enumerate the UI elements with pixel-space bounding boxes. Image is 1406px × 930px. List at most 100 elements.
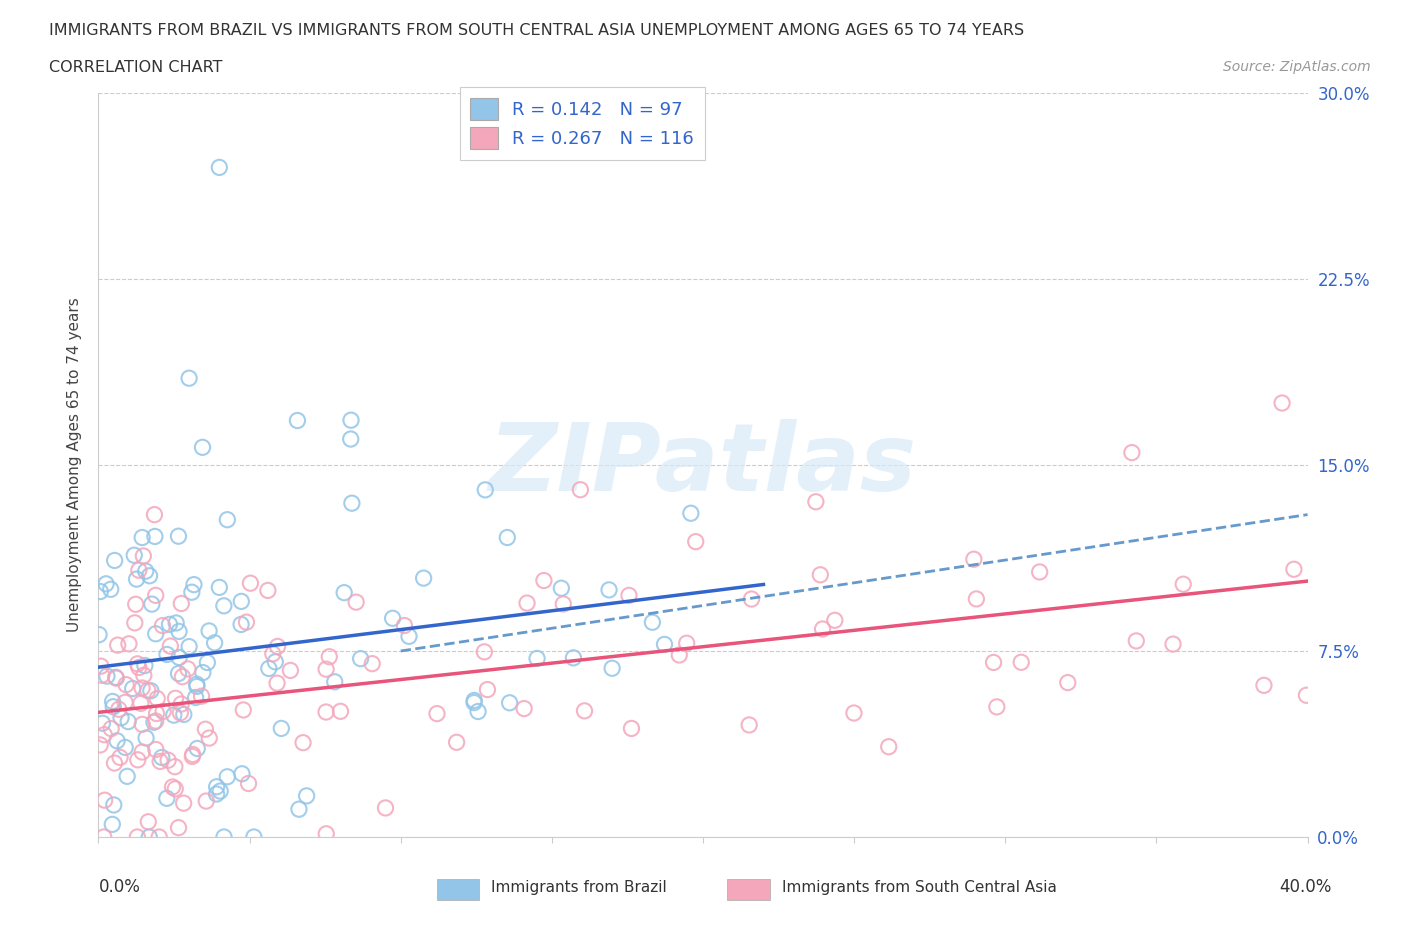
Point [617,588,640,603]
Point [965,591,987,606]
Point [89,737,111,752]
Point [143,529,166,544]
Point [811,621,834,636]
Point [340,496,363,511]
Point [131,530,153,545]
Point [679,506,702,521]
Point [808,567,831,582]
Point [209,784,232,799]
Text: Immigrants from Brazil: Immigrants from Brazil [492,880,668,895]
Point [340,413,363,428]
Point [145,588,167,603]
Point [152,704,174,719]
Text: 0.0%: 0.0% [98,878,141,896]
Point [186,677,208,692]
Point [550,580,572,595]
Point [516,595,538,610]
Point [986,699,1008,714]
Point [374,801,396,816]
Point [165,616,187,631]
Point [842,706,865,721]
Point [1056,675,1078,690]
Point [195,793,218,808]
Point [136,684,159,698]
Point [208,580,231,595]
Point [496,530,519,545]
Point [127,830,149,844]
Point [108,702,131,717]
Point [114,695,136,710]
Point [167,624,190,639]
Point [315,662,337,677]
Point [231,766,253,781]
Point [329,704,352,719]
Point [170,697,193,711]
Point [146,691,169,706]
Point [398,629,420,644]
Point [217,769,239,784]
Point [526,651,548,666]
Point [266,676,288,691]
Point [569,483,592,498]
Point [104,670,127,684]
Point [173,796,195,811]
Point [498,696,520,711]
Point [191,665,214,680]
Point [641,615,664,630]
Point [620,721,643,736]
Point [190,689,212,704]
Point [93,727,115,742]
Point [339,432,361,446]
Point [100,721,122,736]
Point [257,661,280,676]
Point [103,699,125,714]
Point [205,779,228,794]
Point [654,637,676,652]
Point [205,787,228,802]
Point [685,534,707,549]
Point [129,696,152,711]
Point [138,830,160,844]
Point [270,721,292,736]
Point [474,483,496,498]
Point [118,636,141,651]
Point [136,815,159,830]
Point [198,731,221,746]
Point [114,740,136,755]
Point [1161,637,1184,652]
Text: ZIPatlas: ZIPatlas [489,419,917,511]
Point [100,582,122,597]
Point [738,718,761,733]
Point [463,695,485,710]
Point [675,636,697,651]
Point [101,694,124,709]
Point [125,597,148,612]
Point [467,704,489,719]
Point [183,578,205,592]
Point [463,693,485,708]
Point [93,792,115,807]
Point [315,827,337,842]
Point [91,716,114,731]
Point [179,371,201,386]
Point [121,681,143,696]
Point [208,160,231,175]
Point [103,755,125,770]
Point [150,750,173,764]
Point [163,759,186,774]
Point [741,591,763,606]
Point [117,714,139,729]
Point [127,657,149,671]
Point [179,639,201,654]
Point [877,739,900,754]
Point [169,705,191,720]
Point [132,549,155,564]
Point [186,741,208,756]
Point [262,646,284,661]
Text: Source: ZipAtlas.com: Source: ZipAtlas.com [1223,60,1371,74]
Legend: R = 0.142   N = 97, R = 0.267   N = 116: R = 0.142 N = 97, R = 0.267 N = 116 [460,87,704,160]
Point [186,679,208,694]
Point [1125,633,1147,648]
Point [165,781,187,796]
Point [1295,688,1317,703]
